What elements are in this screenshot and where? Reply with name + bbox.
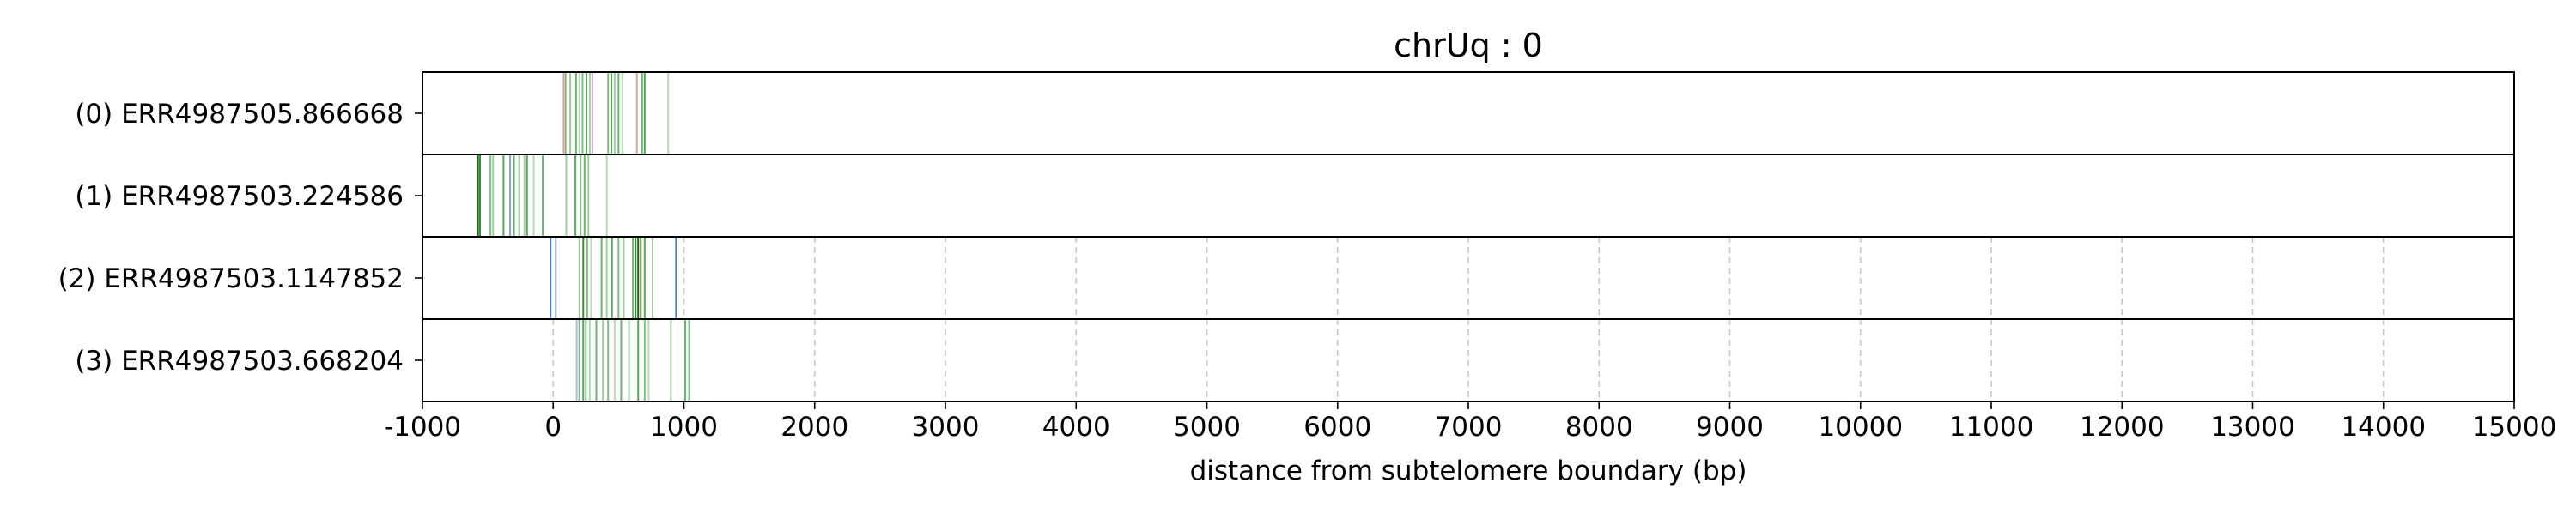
row-label: (1) ERR4987503.224586 (75, 181, 404, 212)
x-tick-label: 9000 (1696, 412, 1764, 443)
x-tick-label: 1000 (650, 412, 718, 443)
x-tick-label: 10000 (1818, 412, 1903, 443)
x-tick-label: 13000 (2210, 412, 2295, 443)
x-tick-label: 12000 (2080, 412, 2165, 443)
x-tick-label: 0 (544, 412, 562, 443)
read-span (550, 237, 679, 319)
read-span (422, 72, 2514, 154)
x-tick-label: 4000 (1042, 412, 1110, 443)
x-tick-label: 11000 (1949, 412, 2034, 443)
x-axis-label: distance from subtelomere boundary (bp) (1190, 456, 1747, 486)
row-label: (2) ERR4987503.1147852 (58, 263, 404, 294)
x-tick-label: 2000 (781, 412, 848, 443)
x-tick-label: 6000 (1303, 412, 1371, 443)
x-tick-label: 7000 (1435, 412, 1503, 443)
read-span (576, 319, 691, 401)
read-span (478, 154, 2514, 237)
x-tick-label: 5000 (1173, 412, 1241, 443)
x-tick-label: 14000 (2341, 412, 2426, 443)
x-tick-label: 15000 (2472, 412, 2557, 443)
row-label: (3) ERR4987503.668204 (75, 346, 404, 377)
chart-title: chrUq : 0 (1394, 27, 1543, 64)
x-axis-ticks: -1000 0 1000 2000 3000 4000 5000 6000 7000 8000 90… (384, 401, 2556, 443)
x-tick-label: 8000 (1565, 412, 1633, 443)
x-tick-label: 3000 (912, 412, 980, 443)
x-tick-label: -1000 (384, 412, 461, 443)
read-rows (422, 72, 2514, 401)
row-label: (0) ERR4987505.866668 (75, 99, 404, 130)
read-marks (477, 73, 690, 401)
row-labels: (0) ERR4987505.866668 (1) ERR4987503.2245… (58, 99, 422, 377)
row-frames (422, 71, 2515, 402)
